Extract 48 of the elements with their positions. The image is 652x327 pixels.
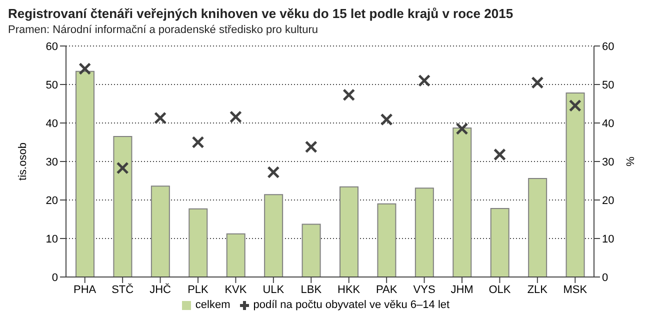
chart-title: Registrovaní čtenáři veřejných knihoven ve věku do 15 let podle krajů v roce 2015 bbox=[8, 6, 514, 21]
bar bbox=[226, 233, 246, 277]
y2-axis-title: % bbox=[624, 156, 637, 166]
y-tick-label: 40 bbox=[46, 118, 58, 130]
x-tick-label: ZLK bbox=[527, 284, 548, 296]
x-tick-label: OLK bbox=[488, 284, 512, 296]
y2-tick-label: 40 bbox=[602, 118, 614, 130]
y2-tick-label: 50 bbox=[602, 79, 614, 92]
bar bbox=[452, 128, 472, 277]
legend-label: podíl na počtu obyvatel ve věku 6–14 let bbox=[253, 299, 450, 311]
bar bbox=[414, 188, 434, 277]
y2-tick-label: 0 bbox=[602, 272, 608, 284]
x-tick-label: VYS bbox=[413, 284, 436, 296]
x-tick-label: LBK bbox=[300, 284, 322, 296]
bar bbox=[113, 136, 132, 277]
x-tick-label: JHM bbox=[450, 284, 474, 296]
y2-tick-label: 10 bbox=[602, 233, 614, 246]
chart-subtitle: Pramen: Národní informační a poradenské středisko pro kulturu bbox=[8, 24, 319, 36]
x-tick-label: KVK bbox=[224, 284, 248, 296]
bar bbox=[188, 208, 208, 277]
bar bbox=[566, 92, 585, 277]
x-tick-label: JHČ bbox=[150, 282, 172, 296]
bar bbox=[264, 194, 284, 277]
bar bbox=[490, 208, 510, 277]
y-tick-label: 0 bbox=[52, 272, 58, 284]
y2-tick-label: 20 bbox=[602, 194, 614, 207]
y-tick-label: 50 bbox=[46, 79, 58, 92]
x-tick-label: MSK bbox=[563, 284, 588, 296]
bar bbox=[302, 224, 321, 277]
bar bbox=[377, 203, 396, 277]
y-tick-label: 10 bbox=[46, 233, 58, 246]
y-axis-title: tis.osob bbox=[16, 142, 29, 180]
y2-tick-label: 60 bbox=[602, 40, 614, 53]
x-tick-label: PLK bbox=[188, 284, 210, 296]
bar bbox=[528, 178, 548, 277]
y-tick-label: 60 bbox=[46, 40, 58, 53]
bar bbox=[150, 186, 170, 277]
y-tick-label: 20 bbox=[46, 194, 58, 207]
x-tick-label: PAK bbox=[376, 284, 398, 296]
bar bbox=[76, 70, 94, 277]
legend-label: celkem bbox=[195, 299, 230, 311]
y-tick-label: 30 bbox=[46, 156, 58, 168]
x-tick-label: STČ bbox=[112, 282, 134, 296]
x-tick-label: PHA bbox=[74, 284, 97, 296]
y2-tick-label: 30 bbox=[602, 156, 614, 168]
bar bbox=[340, 186, 358, 277]
x-tick-label: ULK bbox=[262, 284, 285, 296]
x-tick-label: HKK bbox=[338, 284, 361, 296]
